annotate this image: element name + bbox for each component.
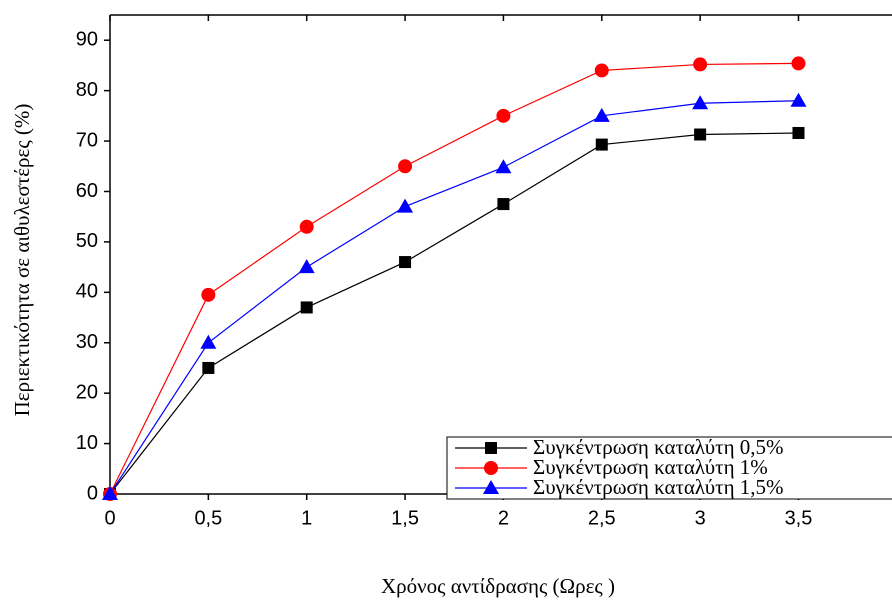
x-tick-label: 2,5 xyxy=(588,507,616,529)
y-tick-label: 60 xyxy=(76,180,98,202)
marker xyxy=(792,126,805,139)
series-line xyxy=(109,100,799,495)
x-tick-label: 1 xyxy=(301,507,312,529)
series-line xyxy=(109,62,799,495)
legend-marker xyxy=(484,461,498,475)
marker xyxy=(298,259,315,274)
x-tick-label: 0 xyxy=(104,507,115,529)
x-tick-label: 0,5 xyxy=(194,507,222,529)
y-tick-label: 90 xyxy=(76,28,98,50)
marker xyxy=(300,301,313,314)
legend-label: Συγκέντρωση καταλύτη 1% xyxy=(533,455,768,479)
y-tick-label: 20 xyxy=(76,381,98,403)
series-line xyxy=(109,132,799,495)
marker xyxy=(201,287,216,302)
y-tick-label: 70 xyxy=(76,129,98,151)
marker xyxy=(399,256,412,269)
legend-label: Συγκέντρωση καταλύτη 0,5% xyxy=(533,435,784,459)
y-tick-label: 80 xyxy=(76,79,98,101)
y-tick-label: 30 xyxy=(76,331,98,353)
y-tick-label: 0 xyxy=(87,482,98,504)
marker xyxy=(790,92,807,107)
marker xyxy=(102,486,118,500)
marker xyxy=(693,57,708,72)
legend-label: Συγκέντρωση καταλύτη 1,5% xyxy=(533,475,784,499)
marker xyxy=(398,159,413,174)
x-axis-title: Χρόνος αντίδρασης (Ωρες ) xyxy=(381,574,615,598)
x-tick-label: 2 xyxy=(498,507,509,529)
marker xyxy=(200,334,217,349)
y-tick-label: 40 xyxy=(76,281,98,303)
marker xyxy=(202,361,215,374)
x-tick-label: 3 xyxy=(695,507,706,529)
x-tick-label: 1,5 xyxy=(391,507,419,529)
y-axis-title: Περιεκτικότητα σε αιθυλεστέρες (%) xyxy=(10,104,34,417)
marker xyxy=(496,108,511,123)
marker xyxy=(594,63,609,78)
marker xyxy=(397,198,414,213)
x-tick-label: 3,5 xyxy=(785,507,813,529)
y-tick-label: 10 xyxy=(76,432,98,454)
legend-marker xyxy=(483,480,499,494)
marker xyxy=(593,107,610,122)
legend: Συγκέντρωση καταλύτη 0,5%Συγκέντρωση κατ… xyxy=(446,435,892,500)
marker xyxy=(299,219,314,234)
marker xyxy=(694,128,707,141)
marker xyxy=(495,159,512,174)
marker xyxy=(791,56,806,71)
marker xyxy=(497,198,510,211)
marker xyxy=(692,95,709,110)
y-tick-label: 50 xyxy=(76,230,98,252)
legend-marker xyxy=(485,442,497,454)
marker xyxy=(595,138,608,151)
